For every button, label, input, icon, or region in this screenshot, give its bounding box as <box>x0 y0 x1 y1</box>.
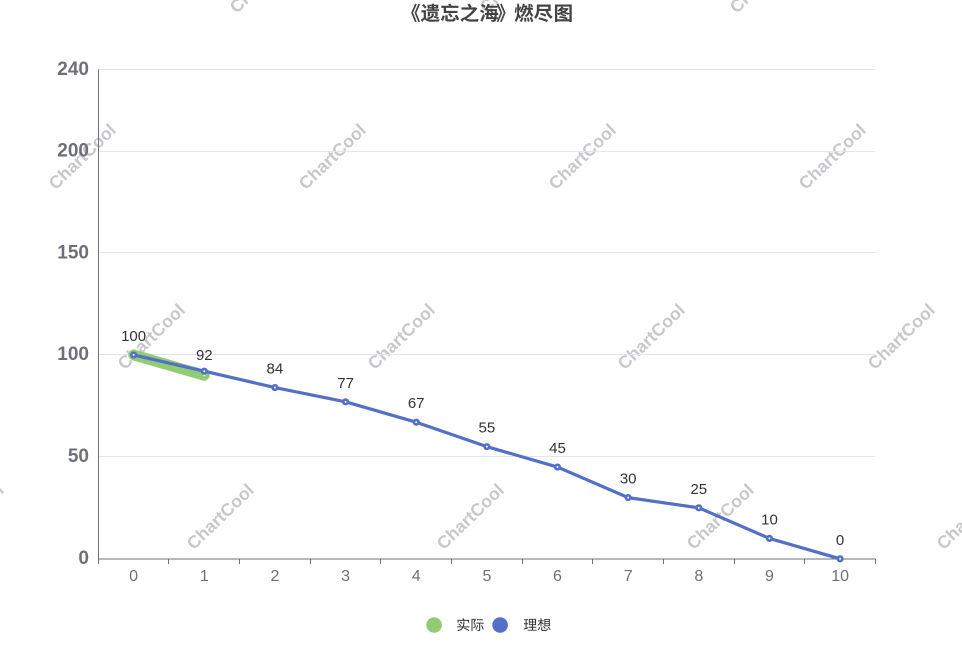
svg-text:25: 25 <box>690 481 707 498</box>
svg-text:92: 92 <box>196 347 213 364</box>
svg-text:45: 45 <box>549 440 566 457</box>
svg-text:5: 5 <box>482 568 491 585</box>
svg-text:77: 77 <box>337 375 354 392</box>
svg-text:240: 240 <box>57 59 89 80</box>
svg-text:100: 100 <box>121 328 146 345</box>
svg-text:2: 2 <box>270 568 279 585</box>
svg-text:50: 50 <box>68 446 89 467</box>
svg-text:84: 84 <box>267 361 284 378</box>
svg-text:30: 30 <box>620 471 637 488</box>
svg-text:6: 6 <box>553 568 562 585</box>
svg-text:3: 3 <box>341 568 350 585</box>
svg-text:200: 200 <box>57 140 89 161</box>
svg-text:55: 55 <box>479 420 496 437</box>
svg-text:7: 7 <box>624 568 633 585</box>
svg-text:100: 100 <box>57 344 89 365</box>
svg-text:8: 8 <box>694 568 703 585</box>
svg-text:9: 9 <box>765 568 774 585</box>
svg-text:0: 0 <box>836 532 844 549</box>
svg-text:4: 4 <box>412 568 421 585</box>
svg-text:0: 0 <box>78 548 89 569</box>
svg-text:67: 67 <box>408 395 425 412</box>
svg-text:10: 10 <box>761 511 778 528</box>
svg-text:10: 10 <box>831 568 849 585</box>
svg-text:0: 0 <box>129 568 138 585</box>
svg-text:1: 1 <box>200 568 209 585</box>
svg-text:150: 150 <box>57 242 89 263</box>
